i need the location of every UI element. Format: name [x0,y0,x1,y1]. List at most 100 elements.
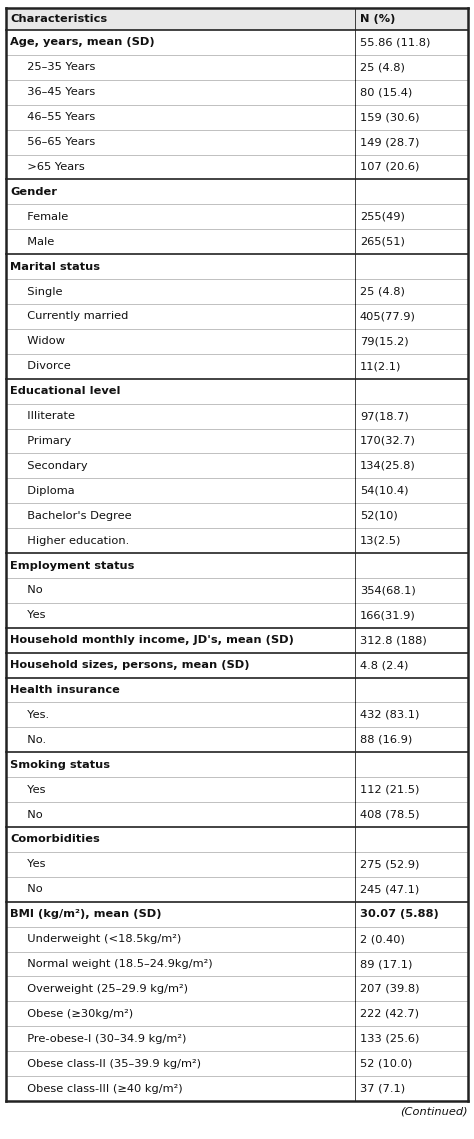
Text: 97(18.7): 97(18.7) [360,411,409,421]
Text: No: No [20,884,43,894]
Bar [6,453,468,478]
Text: 312.8 (188): 312.8 (188) [360,636,427,645]
Text: Obese (≥30kg/m²): Obese (≥30kg/m²) [20,1009,133,1018]
Bar [6,105,468,130]
Bar [6,80,468,105]
Text: 11(2.1): 11(2.1) [360,361,401,371]
Text: 25 (4.8): 25 (4.8) [360,287,405,296]
Bar [6,30,468,55]
Text: Household sizes, persons, mean (SD): Household sizes, persons, mean (SD) [10,661,249,670]
Text: Currently married: Currently married [20,311,128,321]
Text: 55.86 (11.8): 55.86 (11.8) [360,38,430,48]
Bar [6,951,468,976]
Bar [6,628,468,653]
Text: N (%): N (%) [360,14,395,24]
Text: 245 (47.1): 245 (47.1) [360,884,419,894]
Text: Normal weight (18.5–24.9kg/m²): Normal weight (18.5–24.9kg/m²) [20,959,213,969]
Bar [6,1001,468,1026]
Text: No: No [20,585,43,596]
Text: Single: Single [20,287,63,296]
Text: Yes: Yes [20,785,46,795]
Text: 80 (15.4): 80 (15.4) [360,88,412,97]
Text: Widow: Widow [20,336,65,346]
Text: Obese class-III (≥40 kg/m²): Obese class-III (≥40 kg/m²) [20,1083,182,1093]
Text: 222 (42.7): 222 (42.7) [360,1009,419,1018]
Bar [6,653,468,678]
Bar [6,802,468,827]
Text: Pre-obese-I (30–34.9 kg/m²): Pre-obese-I (30–34.9 kg/m²) [20,1034,186,1043]
Text: Health insurance: Health insurance [10,685,120,695]
Text: Age, years, mean (SD): Age, years, mean (SD) [10,38,155,48]
Bar [6,827,468,852]
Text: 149 (28.7): 149 (28.7) [360,137,419,147]
Text: >65 Years: >65 Years [20,162,85,172]
Bar [6,478,468,503]
Bar [6,354,468,378]
Bar [6,503,468,528]
Text: Yes: Yes [20,611,46,621]
Text: Secondary: Secondary [20,461,88,470]
Text: 89 (17.1): 89 (17.1) [360,959,412,969]
Text: 432 (83.1): 432 (83.1) [360,710,419,720]
Text: Female: Female [20,212,68,222]
Text: 166(31.9): 166(31.9) [360,611,416,621]
Text: Gender: Gender [10,187,57,197]
Text: 265(51): 265(51) [360,237,405,247]
Text: 36–45 Years: 36–45 Years [20,88,95,97]
Bar [6,1026,468,1051]
Text: Obese class-II (35–39.9 kg/m²): Obese class-II (35–39.9 kg/m²) [20,1058,201,1068]
Text: 52 (10.0): 52 (10.0) [360,1058,412,1068]
Text: 54(10.4): 54(10.4) [360,485,408,495]
Bar [6,204,468,229]
Text: BMI (kg/m²), mean (SD): BMI (kg/m²), mean (SD) [10,909,162,919]
Text: Male: Male [20,237,54,247]
Bar [6,378,468,403]
Bar [6,254,468,279]
Text: 207 (39.8): 207 (39.8) [360,984,419,994]
Text: 159 (30.6): 159 (30.6) [360,112,419,122]
Bar [6,329,468,354]
Bar [6,902,468,927]
Text: Characteristics: Characteristics [10,14,107,24]
Bar [6,229,468,254]
Text: Divorce: Divorce [20,361,71,371]
Text: Marital status: Marital status [10,262,100,271]
Text: 46–55 Years: 46–55 Years [20,112,95,122]
Bar [6,877,468,902]
Bar [6,155,468,180]
Bar [6,703,468,728]
Text: 2 (0.40): 2 (0.40) [360,934,405,944]
Text: 79(15.2): 79(15.2) [360,336,409,346]
Text: 354(68.1): 354(68.1) [360,585,416,596]
Bar [6,528,468,554]
Bar [6,304,468,329]
Text: 134(25.8): 134(25.8) [360,461,416,470]
Text: 112 (21.5): 112 (21.5) [360,785,419,795]
Text: 170(32.7): 170(32.7) [360,436,416,446]
Text: 25 (4.8): 25 (4.8) [360,63,405,73]
Text: 88 (16.9): 88 (16.9) [360,735,412,745]
Text: 107 (20.6): 107 (20.6) [360,162,419,172]
Text: Household monthly income, JD's, mean (SD): Household monthly income, JD's, mean (SD… [10,636,294,645]
Text: Comorbidities: Comorbidities [10,835,100,844]
Text: Diploma: Diploma [20,485,74,495]
Bar [6,678,468,703]
Text: Primary: Primary [20,436,71,446]
Text: 37 (7.1): 37 (7.1) [360,1083,405,1093]
Text: 56–65 Years: 56–65 Years [20,137,95,147]
Bar [6,752,468,777]
Bar [6,777,468,802]
Text: Underweight (<18.5kg/m²): Underweight (<18.5kg/m²) [20,934,181,944]
Text: Illiterate: Illiterate [20,411,75,421]
Text: 30.07 (5.88): 30.07 (5.88) [360,909,438,919]
Bar [6,428,468,453]
Text: 275 (52.9): 275 (52.9) [360,860,419,869]
Bar [6,180,468,204]
Bar [6,577,468,603]
Text: Yes: Yes [20,860,46,869]
Bar [6,1051,468,1076]
Bar [6,976,468,1001]
Text: Higher education.: Higher education. [20,535,129,546]
Text: 405(77.9): 405(77.9) [360,311,416,321]
Text: (Continued): (Continued) [401,1107,468,1117]
